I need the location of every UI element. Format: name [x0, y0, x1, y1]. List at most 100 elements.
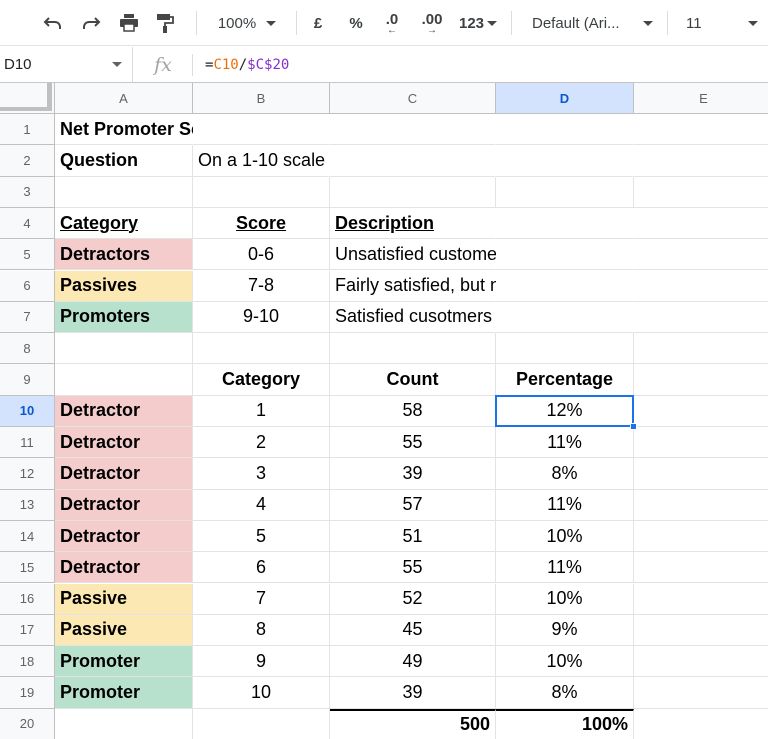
cell-e19[interactable] — [634, 677, 768, 709]
cell-b6[interactable]: 7-8 — [193, 270, 330, 302]
fill-handle[interactable] — [630, 423, 637, 430]
cell-d15[interactable]: 11% — [496, 552, 634, 584]
cell-d7[interactable] — [496, 301, 634, 334]
cell-b16[interactable]: 7 — [193, 583, 330, 615]
undo-button[interactable] — [38, 0, 68, 46]
cell-a18[interactable]: Promoter — [55, 646, 193, 678]
select-all-corner[interactable] — [0, 83, 55, 114]
cell-b11[interactable]: 2 — [193, 427, 330, 459]
cell-d1[interactable] — [496, 114, 634, 146]
name-box[interactable]: D10 — [0, 47, 133, 82]
row-header-8[interactable]: 8 — [0, 333, 55, 365]
cell-a14[interactable]: Detractor — [55, 520, 193, 553]
cell-d16[interactable]: 10% — [496, 583, 634, 615]
cell-e6[interactable] — [634, 270, 768, 302]
decrease-decimal-button[interactable]: .0 ← — [378, 0, 406, 46]
cell-b20[interactable] — [193, 708, 330, 739]
cell-c12[interactable]: 39 — [330, 458, 496, 490]
cell-a20[interactable] — [55, 708, 193, 739]
cell-e14[interactable] — [634, 520, 768, 553]
column-header-d[interactable]: D — [496, 83, 634, 114]
cell-a3[interactable] — [55, 176, 193, 208]
column-header-b[interactable]: B — [193, 83, 330, 114]
cell-d8[interactable] — [496, 333, 634, 365]
cell-c14[interactable]: 51 — [330, 520, 496, 553]
row-header-16[interactable]: 16 — [0, 583, 55, 615]
paint-format-button[interactable] — [150, 0, 180, 46]
row-header-7[interactable]: 7 — [0, 301, 55, 334]
cell-a10[interactable]: Detractor — [55, 395, 193, 427]
cell-b4[interactable]: Score — [193, 207, 330, 240]
cell-d4[interactable] — [496, 207, 634, 240]
cell-e2[interactable] — [634, 145, 768, 177]
cell-b8[interactable] — [193, 333, 330, 365]
column-header-e[interactable]: E — [634, 83, 768, 114]
currency-button[interactable]: £ — [305, 0, 331, 46]
percent-button[interactable]: % — [343, 0, 369, 46]
cell-e20[interactable] — [634, 708, 768, 739]
cell-c18[interactable]: 49 — [330, 646, 496, 678]
more-formats-button[interactable]: 123 — [454, 0, 502, 46]
zoom-select[interactable]: 100% — [207, 0, 287, 46]
cell-a16[interactable]: Passive — [55, 583, 193, 615]
increase-decimal-button[interactable]: .00 → — [415, 0, 449, 46]
column-header-c[interactable]: C — [330, 83, 496, 114]
cell-b12[interactable]: 3 — [193, 458, 330, 490]
cell-c20[interactable]: 500 — [330, 708, 496, 739]
cell-b13[interactable]: 4 — [193, 489, 330, 521]
cell-a8[interactable] — [55, 333, 193, 365]
cell-d17[interactable]: 9% — [496, 614, 634, 647]
cell-d6[interactable] — [496, 270, 634, 302]
cell-c13[interactable]: 57 — [330, 489, 496, 521]
row-header-13[interactable]: 13 — [0, 489, 55, 521]
cell-b17[interactable]: 8 — [193, 614, 330, 647]
cell-e12[interactable] — [634, 458, 768, 490]
row-header-1[interactable]: 1 — [0, 114, 55, 146]
redo-button[interactable] — [76, 0, 106, 46]
cell-b10[interactable]: 1 — [193, 395, 330, 427]
row-header-14[interactable]: 14 — [0, 520, 55, 553]
cell-e9[interactable] — [634, 364, 768, 396]
cell-d12[interactable]: 8% — [496, 458, 634, 490]
cell-b15[interactable]: 6 — [193, 552, 330, 584]
cell-d20[interactable]: 100% — [496, 708, 634, 739]
freeze-bar-vertical[interactable] — [47, 83, 52, 111]
cell-e4[interactable] — [634, 207, 768, 240]
cell-c10[interactable]: 58 — [330, 395, 496, 427]
cell-a4[interactable]: Category — [55, 207, 193, 240]
cell-c6[interactable]: Fairly satisfied, but not loyal. Neither… — [330, 270, 731, 302]
row-header-3[interactable]: 3 — [0, 176, 55, 208]
cell-a7[interactable]: Promoters — [55, 301, 193, 334]
row-header-10[interactable]: 10 — [0, 395, 55, 427]
cell-a1[interactable]: Net Promoter Score Calculation — [55, 114, 331, 146]
cell-e3[interactable] — [634, 176, 768, 208]
cell-c8[interactable] — [330, 333, 496, 365]
cell-a15[interactable]: Detractor — [55, 552, 193, 584]
row-header-2[interactable]: 2 — [0, 145, 55, 177]
row-header-12[interactable]: 12 — [0, 458, 55, 490]
cell-a13[interactable]: Detractor — [55, 489, 193, 521]
cell-c17[interactable]: 45 — [330, 614, 496, 647]
cell-e10[interactable] — [634, 395, 768, 427]
cell-d18[interactable]: 10% — [496, 646, 634, 678]
cell-e18[interactable] — [634, 646, 768, 678]
row-header-5[interactable]: 5 — [0, 239, 55, 271]
cell-b1[interactable] — [193, 114, 330, 146]
row-header-19[interactable]: 19 — [0, 677, 55, 709]
cell-a12[interactable]: Detractor — [55, 458, 193, 490]
row-header-20[interactable]: 20 — [0, 708, 55, 739]
cell-a19[interactable]: Promoter — [55, 677, 193, 709]
cell-c19[interactable]: 39 — [330, 677, 496, 709]
cell-d13[interactable]: 11% — [496, 489, 634, 521]
cell-c7[interactable]: Satisfied cusotmers who refer our produc… — [330, 301, 728, 334]
print-button[interactable] — [114, 0, 144, 46]
cell-c2[interactable] — [330, 145, 496, 177]
row-header-18[interactable]: 18 — [0, 646, 55, 678]
cell-d9[interactable]: Percentage — [496, 364, 634, 396]
cell-d2[interactable] — [496, 145, 634, 177]
cell-c1[interactable] — [330, 114, 496, 146]
cell-e15[interactable] — [634, 552, 768, 584]
cell-c16[interactable]: 52 — [330, 583, 496, 615]
cell-c5[interactable]: Unsatisfied customers who might damage y… — [330, 239, 728, 271]
formula-input[interactable]: = C10/$C$20 — [205, 47, 289, 82]
